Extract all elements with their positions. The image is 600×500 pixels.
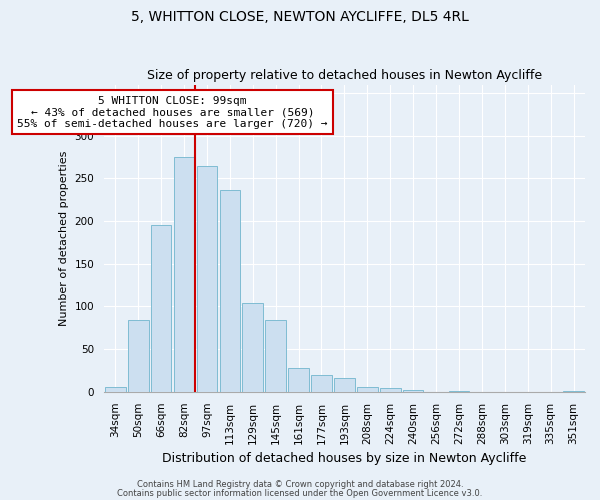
- Title: Size of property relative to detached houses in Newton Aycliffe: Size of property relative to detached ho…: [147, 69, 542, 82]
- Bar: [380, 388, 401, 392]
- Bar: [563, 391, 584, 392]
- Bar: [357, 386, 377, 392]
- Bar: [151, 224, 172, 392]
- Bar: [220, 190, 240, 392]
- Bar: [311, 374, 332, 392]
- Bar: [288, 368, 309, 392]
- Bar: [174, 157, 194, 392]
- Y-axis label: Number of detached properties: Number of detached properties: [59, 150, 69, 326]
- Text: 5, WHITTON CLOSE, NEWTON AYCLIFFE, DL5 4RL: 5, WHITTON CLOSE, NEWTON AYCLIFFE, DL5 4…: [131, 10, 469, 24]
- Bar: [197, 166, 217, 392]
- Bar: [403, 390, 424, 392]
- Bar: [105, 386, 125, 392]
- Bar: [128, 320, 149, 392]
- Bar: [265, 320, 286, 392]
- Text: Contains HM Land Registry data © Crown copyright and database right 2024.: Contains HM Land Registry data © Crown c…: [137, 480, 463, 489]
- Text: 5 WHITTON CLOSE: 99sqm
← 43% of detached houses are smaller (569)
55% of semi-de: 5 WHITTON CLOSE: 99sqm ← 43% of detached…: [17, 96, 328, 129]
- X-axis label: Distribution of detached houses by size in Newton Aycliffe: Distribution of detached houses by size …: [162, 452, 527, 465]
- Bar: [334, 378, 355, 392]
- Bar: [449, 391, 469, 392]
- Bar: [242, 303, 263, 392]
- Text: Contains public sector information licensed under the Open Government Licence v3: Contains public sector information licen…: [118, 488, 482, 498]
